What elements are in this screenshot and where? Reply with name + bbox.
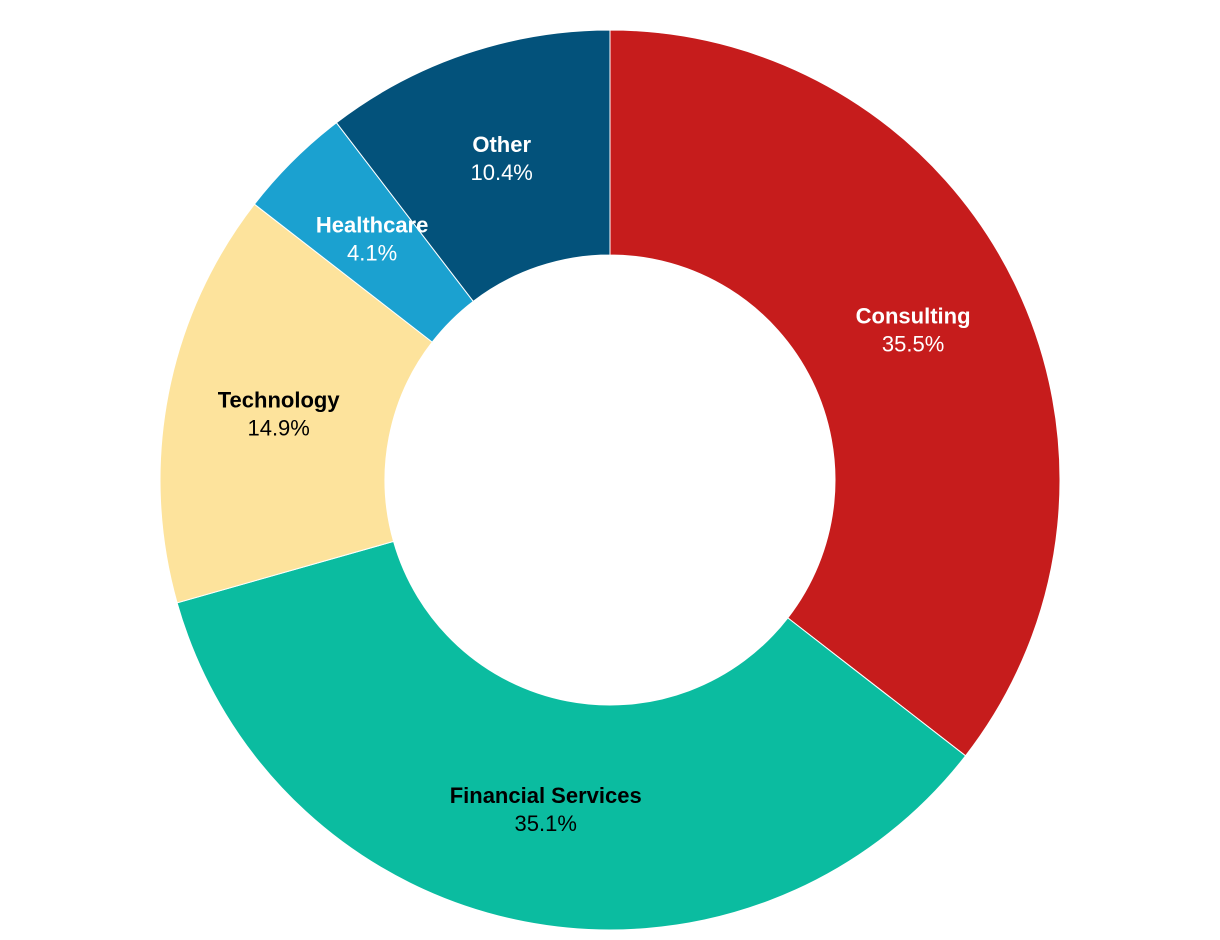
slice: [176, 540, 967, 931]
slice: [159, 203, 433, 604]
value-label: 35.1%: [515, 811, 577, 836]
slice: [335, 29, 611, 303]
value-label: 35.5%: [882, 331, 944, 356]
slice-label: Technology: [218, 388, 341, 413]
value-label: 14.9%: [247, 416, 309, 441]
slice-label: Other: [472, 132, 531, 157]
slice-label: Financial Services: [450, 783, 642, 808]
value-label: 10.4%: [470, 160, 532, 185]
slice-label: Consulting: [856, 303, 971, 328]
slice: [609, 29, 1061, 757]
slice-label: Healthcare: [316, 212, 429, 237]
value-label: 4.1%: [347, 240, 397, 265]
